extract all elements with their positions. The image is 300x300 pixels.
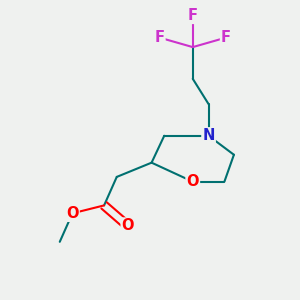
Text: F: F <box>221 30 231 45</box>
Text: O: O <box>66 206 79 221</box>
Text: N: N <box>202 128 215 143</box>
Text: O: O <box>187 174 199 189</box>
Text: O: O <box>122 218 134 233</box>
Text: F: F <box>154 30 164 45</box>
Text: F: F <box>188 8 198 23</box>
